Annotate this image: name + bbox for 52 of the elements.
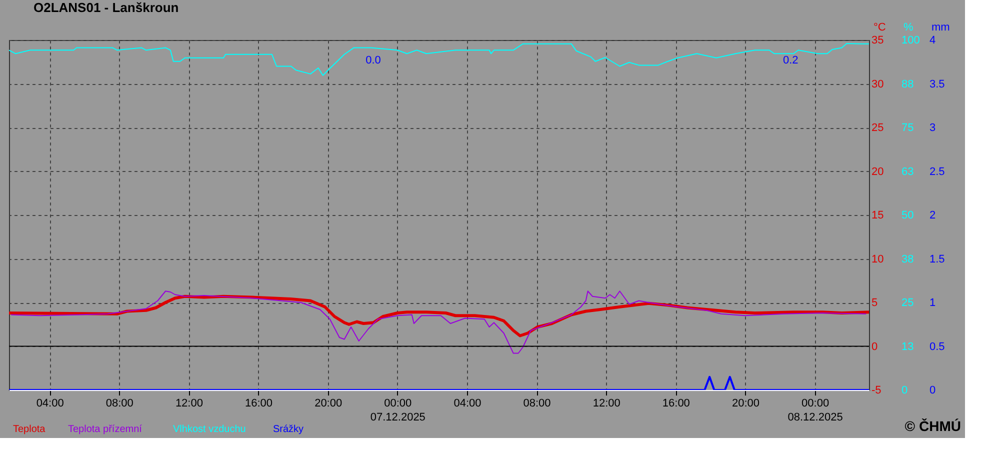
y2-tick-label: 50: [902, 210, 914, 222]
y-tick-label: -5: [872, 384, 882, 396]
annotation: 0.2: [783, 54, 798, 67]
y-tick-label: 30: [872, 78, 884, 90]
y3-tick-label: 4: [930, 34, 936, 46]
x-tick-label: 08:00: [523, 398, 551, 410]
y3-tick-label: 2.5: [930, 166, 945, 178]
x-tick-label: 04:00: [36, 398, 64, 410]
x-tick-label: 00:00 08.12.2025: [788, 398, 843, 424]
y-tick-label: 0: [872, 340, 878, 353]
y3-tick-label: 2: [930, 210, 936, 222]
text: Teplota přízemní: [68, 424, 142, 435]
text: Teplota: [13, 424, 46, 435]
y3-tick-label: 3: [930, 122, 936, 134]
annotation: 0.0: [366, 54, 381, 67]
y-tick-label: 25: [872, 122, 884, 134]
x-tick-label: 16:00: [245, 398, 273, 410]
y-tick-label: 20: [872, 166, 884, 178]
x-tick-label: 08:00: [106, 398, 134, 410]
y3-tick-label: 1.5: [930, 253, 945, 266]
y3-tick-label: 0.5: [930, 340, 945, 353]
y2-tick-label: 13: [902, 340, 914, 353]
x-tick-label: 20:00: [732, 398, 760, 410]
text: Vlhkost vzduchu: [173, 424, 246, 435]
y2-tick-label: 63: [902, 166, 914, 178]
x-tick-label: 20:00: [314, 398, 342, 410]
text: Srážky: [273, 424, 304, 435]
x-tick-label: 12:00: [175, 398, 203, 410]
y-tick-label: 15: [872, 210, 884, 222]
text: © ČHMÚ: [904, 418, 961, 434]
y3-tick-label: 1: [930, 297, 936, 309]
y-tick-label: 10: [872, 253, 884, 266]
y-tick-label: 35: [872, 34, 884, 46]
y-tick-label: 5: [872, 297, 878, 309]
y2-axis-title: %: [904, 22, 914, 34]
x-tick-label: 00:00 07.12.2025: [370, 398, 426, 424]
y2-tick-label: 100: [902, 34, 920, 46]
x-tick-label: 16:00: [662, 398, 690, 410]
y3-axis-title: mm: [932, 22, 950, 34]
y2-tick-label: 38: [902, 253, 914, 266]
line-series: [10, 290, 867, 354]
y3-tick-label: 0: [930, 384, 936, 396]
x-tick-label: 04:00: [454, 398, 482, 410]
y2-tick-label: 75: [902, 122, 914, 134]
chart-title: O2LANS01 - Lanškroun: [34, 0, 179, 15]
line-series: [9, 43, 869, 76]
y3-tick-label: 3.5: [930, 78, 945, 90]
y2-tick-label: 0: [902, 384, 908, 396]
y2-tick-label: 88: [902, 78, 914, 90]
x-tick-label: 12:00: [592, 398, 620, 410]
y2-tick-label: 25: [902, 297, 914, 309]
y-axis-title: °C: [874, 22, 886, 34]
